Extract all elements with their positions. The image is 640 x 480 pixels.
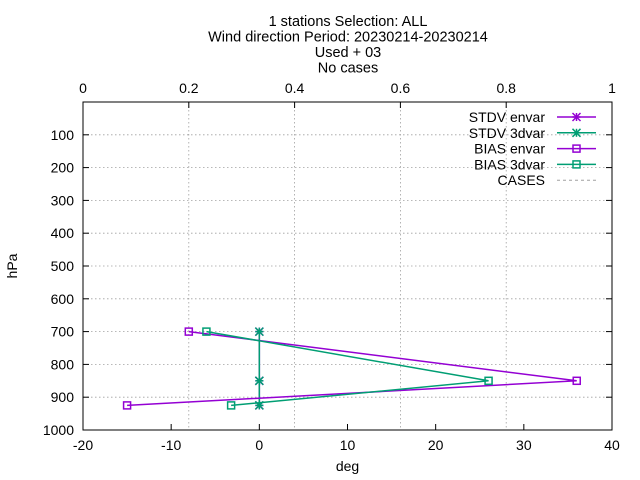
- legend-label: STDV 3dvar: [469, 125, 546, 141]
- x-tick-label: 10: [340, 437, 356, 453]
- title-line-4: No cases: [318, 61, 378, 77]
- legend-marker: [572, 160, 581, 169]
- axis-ticks: [82, 102, 613, 431]
- title-line-2: Wind direction Period: 20230214-20230214: [208, 30, 488, 46]
- legend-item: CASES: [498, 172, 596, 188]
- data-point: [484, 376, 493, 386]
- legend-item: STDV envar: [469, 109, 596, 125]
- y-tick-label: 1000: [43, 422, 74, 438]
- x-axis-label: deg: [336, 458, 359, 474]
- y-tick-label: 400: [51, 225, 75, 241]
- legend-marker: [571, 128, 582, 138]
- x-tick-label: 20: [428, 437, 444, 453]
- x2-tick-label: 0: [79, 80, 87, 96]
- x2-tick-label: 0.6: [391, 80, 411, 96]
- series-bias-3dvar: [202, 327, 493, 410]
- x2-axis-tick-labels: 0 0.2 0.4 0.6 0.8 1: [79, 80, 616, 96]
- series-bias-envar: [122, 327, 581, 410]
- y-tick-label: 900: [51, 389, 75, 405]
- x-tick-label: 30: [516, 437, 532, 453]
- title-line-3: Used + 03: [315, 45, 382, 61]
- data-point: [254, 327, 264, 337]
- series-line: [206, 330, 489, 407]
- y-axis-tick-labels: 100 200 300 400 500 600 700 800 900 1000: [43, 127, 74, 438]
- x-tick-label: 0: [255, 437, 263, 453]
- grid: [83, 102, 612, 430]
- data-point: [572, 376, 581, 386]
- y-tick-label: 200: [51, 160, 75, 176]
- legend-label: BIAS 3dvar: [474, 156, 545, 172]
- y-tick-label: 100: [51, 127, 75, 143]
- x2-tick-label: 1: [608, 80, 616, 96]
- data-point: [254, 376, 264, 386]
- plot-series: [122, 327, 613, 410]
- x-tick-label: 40: [604, 437, 620, 453]
- data-point: [184, 327, 194, 336]
- y-tick-label: 300: [51, 192, 75, 208]
- x2-tick-label: 0.4: [285, 80, 305, 96]
- y-tick-label: 700: [51, 324, 75, 340]
- legend-marker: [571, 112, 582, 122]
- y-tick-label: 600: [51, 291, 75, 307]
- y-tick-label: 500: [51, 258, 75, 274]
- legend-marker: [572, 144, 581, 153]
- legend-item: BIAS 3dvar: [474, 156, 596, 172]
- data-point: [122, 401, 132, 410]
- x-axis-tick-labels: -20 -10 0 10 20 30 40: [73, 437, 620, 453]
- title-line-1: 1 stations Selection: ALL: [269, 14, 428, 30]
- legend-label: STDV envar: [469, 109, 546, 125]
- x2-tick-label: 0.2: [179, 80, 199, 96]
- legend-label: CASES: [498, 172, 545, 188]
- legend-item: BIAS envar: [474, 141, 596, 157]
- y-axis-label: hPa: [4, 253, 20, 278]
- x2-tick-label: 0.8: [496, 80, 516, 96]
- x-tick-label: -10: [161, 437, 181, 453]
- data-point: [226, 401, 236, 410]
- data-point: [202, 327, 211, 336]
- series-line: [127, 330, 577, 407]
- legend-label: BIAS envar: [474, 141, 545, 157]
- series-stdv-3dvar: [254, 327, 264, 410]
- legend-item: STDV 3dvar: [469, 125, 596, 141]
- y-tick-label: 800: [51, 356, 75, 372]
- x-tick-label: -20: [73, 437, 93, 453]
